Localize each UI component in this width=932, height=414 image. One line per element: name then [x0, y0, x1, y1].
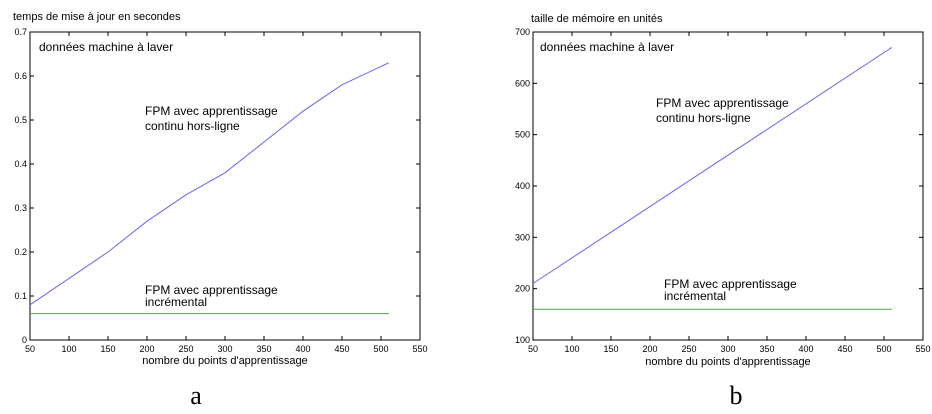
x-tick-label: 300 — [217, 344, 232, 354]
x-tick-label: 250 — [681, 344, 696, 354]
x-tick-label: 550 — [915, 344, 930, 354]
series-layer — [532, 46, 893, 310]
dataset-note: données machine à laver — [39, 40, 173, 54]
x-tick-label: 400 — [295, 344, 310, 354]
y-axis: 0 0.1 0.2 0.3 0.4 0.5 0.6 0.7 — [14, 27, 420, 345]
y-tick-label: 400 — [515, 181, 530, 191]
y-axis-label: taille de mémoire en unités — [531, 13, 663, 25]
series-label-incremental-line1: FPM avec apprentissage — [145, 283, 278, 297]
x-axis-label: nombre du points d'apprentissage — [142, 355, 307, 367]
series-label-offline-line2: continu hors-ligne — [656, 111, 751, 125]
x-tick-label: 500 — [373, 344, 388, 354]
series-label-offline-line2: continu hors-ligne — [145, 119, 240, 133]
y-tick-label: 0 — [22, 335, 27, 345]
x-tick-label: 200 — [642, 344, 657, 354]
x-tick-label: 550 — [412, 344, 427, 354]
dataset-note: données machine à laver — [540, 40, 674, 54]
series-layer — [29, 62, 390, 315]
y-tick-label: 0.7 — [14, 27, 27, 37]
x-tick-label: 150 — [100, 344, 115, 354]
y-tick-label: 0.3 — [14, 203, 27, 213]
x-tick-label: 250 — [178, 344, 193, 354]
y-tick-label: 300 — [515, 232, 530, 242]
panel-caption: b — [730, 381, 743, 410]
y-tick-label: 700 — [515, 27, 530, 37]
x-tick-label: 100 — [61, 344, 76, 354]
series-label-incremental-line1: FPM avec apprentissage — [664, 277, 797, 291]
x-tick-label: 450 — [837, 344, 852, 354]
y-tick-label: 600 — [515, 78, 530, 88]
x-tick-label: 50 — [528, 344, 538, 354]
y-tick-label: 0.6 — [14, 71, 27, 81]
chart-panel-b: taille de mémoire en unités 50 100 150 200 2… — [515, 13, 931, 410]
x-tick-label: 450 — [334, 344, 349, 354]
plot-frame — [532, 31, 924, 341]
y-tick-label: 0.5 — [14, 115, 27, 125]
series-label-incremental-line2: incrémental — [145, 295, 207, 309]
panel-caption: a — [190, 381, 202, 410]
y-tick-label: 500 — [515, 130, 530, 140]
x-tick-label: 350 — [759, 344, 774, 354]
x-tick-label: 400 — [798, 344, 813, 354]
series-label-incremental-line2: incrémental — [664, 289, 726, 303]
series-label-offline-line1: FPM avec apprentissage — [145, 104, 278, 118]
y-tick-label: 0.2 — [14, 247, 27, 257]
series-label-offline-line1: FPM avec apprentissage — [656, 96, 789, 110]
x-tick-label: 100 — [564, 344, 579, 354]
y-axis: 100 200 300 400 500 600 700 — [515, 27, 923, 345]
chart-panel-a: temps de mise à jour en secondes 50 100 15… — [13, 11, 428, 410]
y-tick-label: 200 — [515, 284, 530, 294]
x-tick-label: 200 — [139, 344, 154, 354]
x-tick-label: 500 — [876, 344, 891, 354]
y-tick-label: 0.4 — [14, 159, 27, 169]
x-tick-label: 300 — [720, 344, 735, 354]
y-tick-label: 0.1 — [14, 291, 27, 301]
y-tick-label: 100 — [515, 335, 530, 345]
series-line-offline — [29, 62, 390, 306]
x-axis: 50 100 150 200 250 300 350 400 450 500 550 — [25, 32, 428, 354]
x-tick-label: 50 — [25, 344, 35, 354]
x-axis-label: nombre du points d'apprentissage — [645, 356, 810, 368]
y-axis-label: temps de mise à jour en secondes — [13, 11, 181, 23]
series-line-offline — [532, 46, 893, 284]
x-tick-label: 150 — [603, 344, 618, 354]
x-axis: 50 100 150 200 250 300 350 400 450 500 550 — [528, 32, 931, 354]
x-tick-label: 350 — [256, 344, 271, 354]
